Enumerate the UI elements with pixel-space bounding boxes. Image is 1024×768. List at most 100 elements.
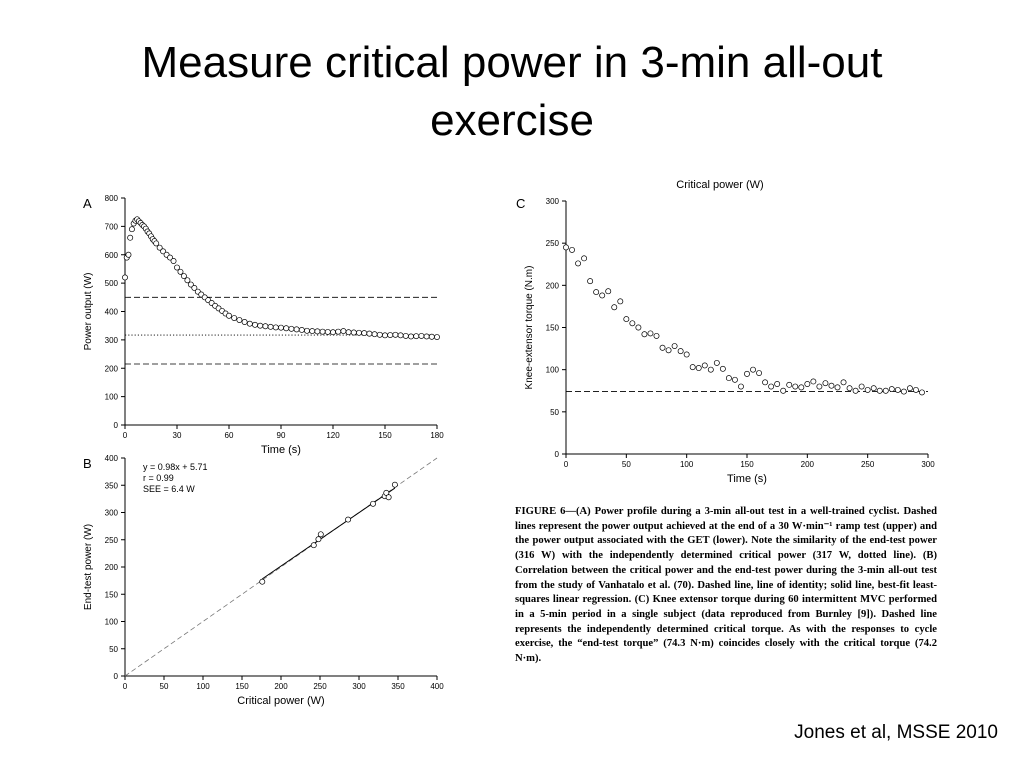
- chart-c-data-point: [713, 359, 720, 366]
- chart-b-y-tick-label: 200: [105, 563, 119, 572]
- chart-panel-c: C Critical power (W) 0 50 100 150 200 250 300 0 50…: [508, 176, 938, 501]
- chart-b-y-axis-label: End-test power (W): [83, 524, 94, 610]
- chart-a-data-point: [293, 326, 300, 333]
- chart-c-data-point: [563, 244, 569, 251]
- chart-a-data-point: [319, 328, 326, 335]
- chart-c-data-point: [659, 344, 666, 351]
- chart-c-data-point: [864, 386, 871, 393]
- chart-a-data-point: [231, 315, 238, 321]
- chart-c-svg: C Critical power (W) 0 50 100 150 200 250 300 0 50…: [516, 179, 935, 485]
- chart-c-data-point: [617, 298, 624, 305]
- chart-b-data-point: [370, 500, 376, 507]
- chart-c-x-tick-label: 150: [740, 460, 754, 469]
- chart-c-data-point: [744, 370, 750, 377]
- chart-a-data-point: [184, 277, 191, 284]
- chart-c-data-point: [635, 324, 642, 331]
- figure-caption-text: —(A) Power profile during a 3-min all-ou…: [515, 506, 937, 665]
- chart-c-y-tick-label: 50: [550, 408, 559, 417]
- chart-a-data-point: [408, 333, 414, 340]
- chart-a-data-point: [128, 226, 135, 233]
- chart-a-data-point: [402, 332, 409, 339]
- chart-c-x-tick-label: 0: [564, 460, 569, 469]
- chart-c-data-point: [798, 384, 805, 391]
- chart-c-data-point: [919, 389, 925, 396]
- chart-c-data-point: [629, 320, 636, 327]
- chart-c-data-point: [665, 347, 672, 354]
- chart-c-data-point: [846, 385, 853, 392]
- chart-c-y-axis-label: Knee-extensor torque (N.m): [524, 266, 535, 390]
- chart-c-data-point: [888, 386, 895, 393]
- chart-c-x-tick-label: 300: [921, 460, 935, 469]
- chart-a-data-point: [335, 328, 342, 335]
- chart-a-data-point: [156, 244, 163, 251]
- figure-caption-lead: FIGURE 6: [515, 506, 566, 517]
- chart-c-data-point: [647, 330, 654, 337]
- chart-a-data-point: [170, 258, 177, 264]
- chart-a-x-tick-label: 150: [378, 431, 392, 440]
- chart-a-y-tick-label: 100: [105, 393, 119, 402]
- chart-a-x-tick-label: 120: [326, 431, 340, 440]
- chart-b-data-point: [310, 542, 317, 549]
- chart-a-y-tick-label: 400: [105, 308, 119, 317]
- chart-a-data-point: [257, 322, 264, 329]
- chart-b-x-tick-label: 200: [274, 682, 288, 691]
- chart-a-data-point: [361, 330, 368, 337]
- chart-c-data-point: [900, 388, 907, 395]
- chart-c-data-point: [719, 365, 726, 372]
- chart-c-data-point: [671, 343, 678, 350]
- chart-a-data-point: [267, 323, 274, 330]
- chart-b-data-point: [345, 516, 352, 523]
- chart-b-x-tick-label: 350: [391, 682, 405, 691]
- chart-a-x-tick-label: 90: [277, 431, 286, 440]
- chart-a-data-point: [382, 332, 388, 339]
- chart-c-data-point: [623, 316, 630, 323]
- chart-a-y-tick-label: 800: [105, 194, 119, 203]
- chart-a-data-point: [428, 333, 435, 340]
- chart-c-data-point: [587, 278, 594, 285]
- chart-c-y-tick-label: 250: [546, 239, 560, 248]
- chart-a-data-point: [371, 331, 378, 338]
- chart-a-y-tick-label: 500: [105, 279, 119, 288]
- chart-c-data-point: [581, 255, 588, 262]
- chart-c-data-point: [804, 381, 811, 387]
- chart-a-data-point: [376, 331, 383, 338]
- chart-b-data-point: [385, 494, 392, 501]
- chart-c-data-point: [641, 331, 648, 338]
- chart-a-data-point: [153, 240, 160, 247]
- chart-c-data-point: [882, 387, 889, 394]
- chart-c-data-point: [822, 380, 829, 387]
- chart-c-data-point: [605, 288, 612, 295]
- chart-c-data-point: [611, 304, 618, 311]
- citation: Jones et al, MSSE 2010: [794, 722, 998, 743]
- chart-b-x-tick-label: 400: [430, 682, 444, 691]
- chart-c-data-point: [701, 362, 708, 369]
- chart-a-data-point: [423, 333, 430, 340]
- chart-a-data-point: [167, 254, 174, 261]
- chart-b-svg: B 0 50 100 150 200 250 300 350 400 0 50 100 150 200 250…: [83, 454, 444, 707]
- chart-c-data-point: [569, 246, 575, 253]
- chart-b-panel-letter: B: [83, 456, 92, 471]
- chart-c-data-point: [593, 289, 600, 296]
- chart-b-x-tick-label: 150: [235, 682, 249, 691]
- chart-a-data-point: [160, 248, 167, 255]
- chart-c-data-point: [840, 379, 847, 386]
- chart-a-data-point: [236, 317, 243, 323]
- chart-c-y-tick-label: 200: [546, 281, 560, 290]
- chart-a-data-point: [387, 332, 394, 339]
- chart-c-title: Critical power (W): [676, 179, 763, 191]
- chart-b-y-tick-label: 400: [105, 454, 119, 463]
- chart-a-data-point: [177, 268, 184, 275]
- chart-a-data-point: [278, 324, 284, 331]
- chart-a-data-point: [272, 324, 279, 331]
- chart-c-x-tick-label: 50: [622, 460, 631, 469]
- chart-b-y-tick-label: 0: [114, 672, 119, 681]
- chart-a-data-point: [324, 328, 331, 335]
- chart-c-y-tick-label: 300: [546, 197, 560, 206]
- chart-a-data-point: [392, 331, 399, 338]
- chart-a-data-point: [356, 329, 362, 336]
- chart-a-data-point: [434, 334, 440, 340]
- chart-a-data-point: [283, 325, 290, 332]
- chart-b-x-tick-label: 0: [123, 682, 128, 691]
- chart-a-x-tick-label: 30: [173, 431, 182, 440]
- chart-b-data-point: [391, 481, 398, 488]
